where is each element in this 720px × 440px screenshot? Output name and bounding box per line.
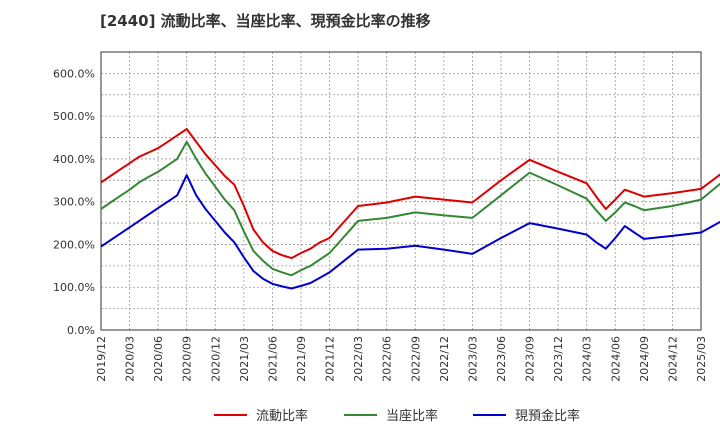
y-tick-label: 500.0%	[53, 110, 95, 123]
y-tick-label: 400.0%	[53, 153, 95, 166]
axis-layer: 0.0% 100.0% 200.0% 300.0% 400.0% 500.0% 600.0%…	[53, 51, 708, 382]
x-tick-label: 2020/06	[152, 336, 165, 382]
x-tick-label: 2024/09	[638, 336, 651, 382]
x-tick-label: 2023/09	[524, 336, 537, 382]
plot-border	[100, 51, 702, 331]
grid-layer	[100, 51, 702, 331]
series-line-2	[100, 140, 720, 277]
x-tick-label: 2022/12	[438, 336, 451, 382]
x-tick-label: 2025/03	[695, 336, 708, 382]
y-tick-label: 200.0%	[53, 238, 95, 251]
x-tick-label: 2023/06	[495, 336, 508, 382]
plot-area	[101, 52, 701, 330]
x-tick-label: 2023/12	[552, 336, 565, 382]
legend: 流動比率 当座比率 現預金比率	[214, 408, 580, 424]
x-tick-label: 2023/03	[466, 336, 479, 382]
y-tick-label: 100.0%	[53, 281, 95, 294]
x-tick-label: 2020/03	[124, 336, 137, 382]
x-tick-label: 2021/06	[266, 336, 279, 382]
x-tick-label: 2022/03	[352, 336, 365, 382]
series-line-1	[100, 128, 720, 260]
x-tick-label: 2022/06	[381, 336, 394, 382]
legend-label: 現預金比率	[515, 408, 580, 424]
x-tick-label: 2020/09	[181, 336, 194, 382]
x-tick-label: 2021/03	[238, 336, 251, 382]
y-tick-label: 0.0%	[67, 324, 95, 337]
y-tick-label: 600.0%	[53, 67, 95, 80]
x-tick-label: 2021/09	[295, 336, 308, 382]
x-tick-label: 2024/03	[581, 336, 594, 382]
x-tick-label: 2024/06	[609, 336, 622, 382]
x-tick-label: 2022/09	[409, 336, 422, 382]
series-layer	[100, 128, 720, 290]
legend-label: 流動比率	[256, 408, 308, 424]
y-tick-label: 300.0%	[53, 196, 95, 209]
chart-title: [2440] 流動比率、当座比率、現預金比率の推移	[100, 12, 431, 30]
x-tick-label: 2024/12	[666, 336, 679, 382]
series-line-3	[100, 174, 720, 290]
x-tick-label: 2021/12	[324, 336, 337, 382]
x-tick-label: 2020/12	[209, 336, 222, 382]
x-tick-label: 2019/12	[95, 336, 108, 382]
legend-label: 当座比率	[386, 408, 438, 424]
